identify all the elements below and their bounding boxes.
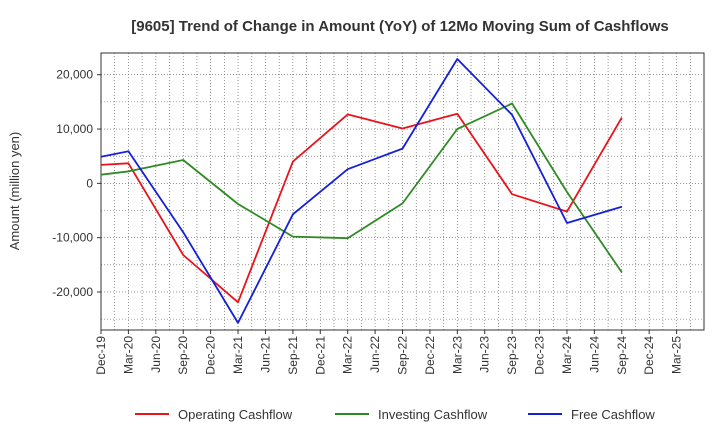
y-tick-label: 0 — [86, 176, 93, 190]
legend-label-operating-cashflow: Operating Cashflow — [178, 407, 293, 422]
x-tick-label: Dec-24 — [642, 336, 656, 375]
y-tick-label: 10,000 — [56, 122, 93, 136]
x-tick-label: Mar-20 — [121, 336, 135, 374]
x-tick-label: Mar-22 — [341, 336, 355, 374]
legend-label-investing-cashflow: Investing Cashflow — [378, 407, 488, 422]
x-tick-label: Dec-21 — [313, 336, 327, 375]
x-tick-label: Mar-21 — [231, 336, 245, 374]
y-axis-label: Amount (million yen) — [7, 132, 22, 251]
chart-title: [9605] Trend of Change in Amount (YoY) o… — [131, 18, 669, 35]
x-tick-label: Jun-23 — [478, 336, 492, 373]
x-tick-label: Jun-20 — [149, 336, 163, 373]
x-tick-label: Dec-23 — [533, 336, 547, 375]
x-tick-label: Jun-24 — [587, 336, 601, 373]
operating-cashflow-line — [101, 114, 622, 302]
legend: Operating Cashflow Investing Cashflow Free… — [135, 407, 655, 422]
x-tick-label: Dec-20 — [204, 336, 218, 375]
x-tick-label: Mar-23 — [450, 336, 464, 374]
x-tick-label: Sep-21 — [286, 336, 300, 375]
x-tick-label: Sep-20 — [176, 336, 190, 375]
legend-label-free-cashflow: Free Cashflow — [571, 407, 655, 422]
x-tick-label: Jun-21 — [258, 336, 272, 373]
x-tick-label: Mar-25 — [670, 336, 684, 374]
x-tick-label: Jun-22 — [368, 336, 382, 373]
x-tick-label: Mar-24 — [560, 336, 574, 374]
x-tick-label: Sep-22 — [396, 336, 410, 375]
x-tick-label: Sep-23 — [505, 336, 519, 375]
plot-area: -20,000 -10,000 0 10,000 20,000 Dec-19 Mar-20 J… — [52, 53, 704, 375]
x-tick-label: Dec-19 — [94, 336, 108, 375]
y-tick-label: -10,000 — [52, 231, 93, 245]
y-tick-label: -20,000 — [52, 285, 93, 299]
x-tick-label: Sep-24 — [615, 336, 629, 375]
y-tick-label: 20,000 — [56, 68, 93, 82]
x-tick-label: Dec-22 — [423, 336, 437, 375]
